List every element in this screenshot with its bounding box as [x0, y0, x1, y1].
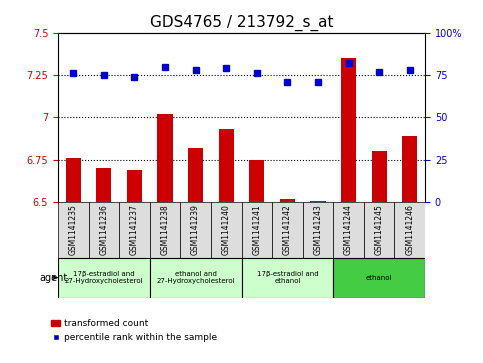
FancyBboxPatch shape: [58, 202, 88, 258]
FancyBboxPatch shape: [88, 202, 119, 258]
Bar: [188, 148, 203, 202]
Text: 17β-estradiol and
27-Hydroxycholesterol: 17β-estradiol and 27-Hydroxycholesterol: [65, 271, 143, 284]
Text: GSM1141244: GSM1141244: [344, 204, 353, 255]
Text: GSM1141238: GSM1141238: [160, 205, 170, 255]
Text: GSM1141239: GSM1141239: [191, 204, 200, 255]
Bar: [157, 114, 173, 202]
FancyBboxPatch shape: [395, 202, 425, 258]
FancyBboxPatch shape: [303, 202, 333, 258]
Text: 17β-estradiol and
ethanol: 17β-estradiol and ethanol: [256, 271, 318, 284]
FancyBboxPatch shape: [119, 202, 150, 258]
Text: GSM1141245: GSM1141245: [375, 204, 384, 255]
Bar: [66, 158, 81, 202]
Text: ethanol: ethanol: [366, 275, 392, 281]
FancyBboxPatch shape: [150, 258, 242, 298]
Text: GSM1141236: GSM1141236: [99, 204, 108, 255]
Bar: [219, 129, 234, 202]
Text: GSM1141242: GSM1141242: [283, 205, 292, 255]
Bar: [127, 170, 142, 202]
Bar: [249, 160, 265, 202]
Text: GSM1141241: GSM1141241: [252, 205, 261, 255]
Legend: transformed count, percentile rank within the sample: transformed count, percentile rank withi…: [48, 316, 221, 346]
Text: GSM1141237: GSM1141237: [130, 204, 139, 255]
FancyBboxPatch shape: [150, 202, 180, 258]
FancyBboxPatch shape: [364, 202, 395, 258]
FancyBboxPatch shape: [272, 202, 303, 258]
Text: agent: agent: [40, 273, 68, 283]
Bar: [402, 136, 417, 202]
Bar: [341, 58, 356, 202]
Bar: [311, 201, 326, 202]
Bar: [371, 151, 387, 202]
Text: GSM1141235: GSM1141235: [69, 204, 78, 255]
Text: GSM1141246: GSM1141246: [405, 204, 414, 255]
FancyBboxPatch shape: [180, 202, 211, 258]
Text: ethanol and
27-Hydroxycholesterol: ethanol and 27-Hydroxycholesterol: [156, 271, 235, 284]
Text: GSM1141243: GSM1141243: [313, 204, 323, 255]
Title: GDS4765 / 213792_s_at: GDS4765 / 213792_s_at: [150, 15, 333, 31]
FancyBboxPatch shape: [58, 258, 150, 298]
FancyBboxPatch shape: [211, 202, 242, 258]
Text: GSM1141240: GSM1141240: [222, 204, 231, 255]
FancyBboxPatch shape: [242, 202, 272, 258]
FancyBboxPatch shape: [242, 258, 333, 298]
FancyBboxPatch shape: [333, 258, 425, 298]
Bar: [96, 168, 112, 202]
Bar: [280, 199, 295, 202]
FancyBboxPatch shape: [333, 202, 364, 258]
